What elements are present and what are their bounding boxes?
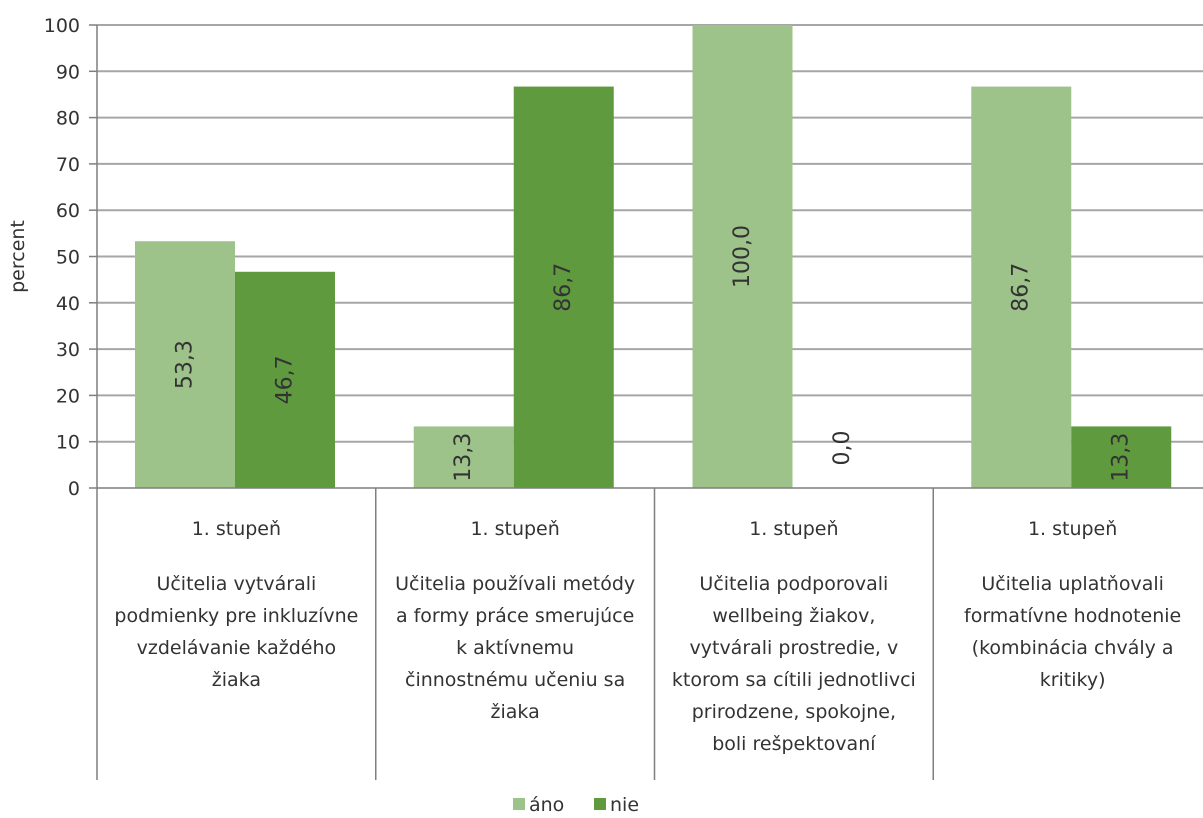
bar-ano <box>135 241 235 488</box>
y-tick-label: 80 <box>56 108 80 130</box>
category-label-line: ktorom sa cítili jednotlivci <box>672 669 916 691</box>
x-axis <box>96 25 1203 780</box>
bars <box>135 25 1172 488</box>
y-tick-label: 60 <box>56 200 80 222</box>
y-tick-label: 90 <box>56 61 80 83</box>
y-tick-label: 40 <box>56 293 80 315</box>
category-label-line: Učitelia vytvárali <box>156 573 316 595</box>
category-group-label: 1. stupeň <box>192 518 281 540</box>
legend-label: nie <box>610 794 639 816</box>
legend-swatch <box>513 798 525 810</box>
category-label-line: prirodzene, spokojne, <box>692 701 896 723</box>
data-label: 0,0 <box>830 431 855 466</box>
category-label-line: žiaka <box>212 669 261 691</box>
category-label-line: wellbeing žiakov, <box>712 605 875 627</box>
value-labels: 53,3 46,7 13,3 86,7 100,0 0,0 86,7 13,3 <box>173 225 1134 482</box>
category-group-label: 1. stupeň <box>1028 518 1117 540</box>
category-group-label: 1. stupeň <box>749 518 838 540</box>
y-tick-label: 70 <box>56 154 80 176</box>
category-label-line: žiaka <box>491 701 540 723</box>
legend-item-nie: nie <box>594 794 639 816</box>
legend-label: áno <box>529 794 564 816</box>
bar-ano <box>692 25 793 488</box>
data-label: 100,0 <box>730 225 755 288</box>
legend: áno nie <box>513 794 639 816</box>
legend-item-ano: áno <box>513 794 564 816</box>
y-tick-label: 100 <box>44 15 80 37</box>
category-labels: 1. stupeň Učitelia vytvárali podmienky pre… <box>114 518 1181 755</box>
category-label-line: vzdelávanie každého <box>137 637 337 659</box>
category-label-line: Učitelia používali metódy <box>395 573 635 595</box>
category-label-line: boli rešpektovaní <box>712 733 876 755</box>
y-tick-label: 30 <box>56 339 80 361</box>
category-label-line: kritiky) <box>1040 669 1106 691</box>
category-group-label: 1. stupeň <box>470 518 559 540</box>
category-label-line: formatívne hodnotenie <box>964 605 1181 627</box>
bar-ano <box>971 86 1072 488</box>
category-label-line: činnostnému učeniu sa <box>405 669 625 691</box>
category-label-line: vytvárali prostredie, v <box>690 637 899 659</box>
data-label: 86,7 <box>1009 263 1034 312</box>
bar-ano <box>413 426 514 488</box>
data-label: 53,3 <box>173 340 198 389</box>
bar-nie <box>235 271 335 488</box>
category-label-line: Učitelia podporovali <box>699 573 888 595</box>
y-tick-label: 0 <box>68 478 80 500</box>
legend-swatch <box>594 798 606 810</box>
category-label-line: k aktívnemu <box>456 637 574 659</box>
bar-nie <box>513 86 614 488</box>
y-tick-label: 50 <box>56 247 80 269</box>
category-label-line: (kombinácia chvály a <box>972 637 1174 659</box>
y-tick-label: 20 <box>56 385 80 407</box>
data-label: 13,3 <box>1109 433 1134 482</box>
category-label-line: Učitelia uplatňovali <box>981 573 1164 595</box>
bar-nie <box>1071 426 1172 488</box>
data-label: 86,7 <box>551 263 576 312</box>
y-axis-title: percent <box>7 220 29 293</box>
y-axis-ticks: 0 10 20 30 40 50 60 70 80 90 100 <box>44 15 97 500</box>
y-tick-label: 10 <box>56 432 80 454</box>
category-label-line: podmienky pre inkluzívne <box>114 605 358 627</box>
category-label-line: a formy práce smerujúce <box>396 605 634 627</box>
data-label: 46,7 <box>273 355 298 404</box>
data-label: 13,3 <box>451 433 476 482</box>
